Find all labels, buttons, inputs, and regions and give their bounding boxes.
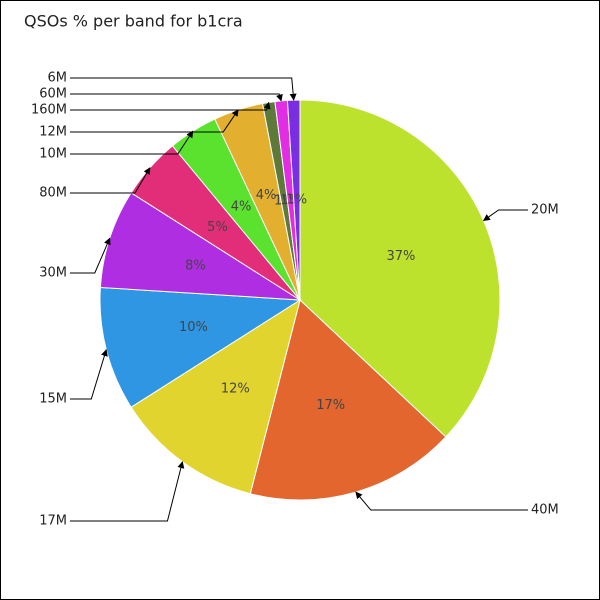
- leader-line: [70, 130, 194, 155]
- slice-percent: 10%: [179, 320, 208, 335]
- slice-percent: 12%: [221, 381, 250, 396]
- slice-label: 17M: [39, 514, 67, 529]
- slice-label: 30M: [39, 266, 67, 281]
- slice-percent: 4%: [231, 200, 252, 215]
- slice-label: 6M: [48, 71, 68, 86]
- slice-percent: 8%: [185, 259, 206, 274]
- leader-line: [70, 93, 283, 102]
- slice-percent: 5%: [207, 220, 228, 235]
- slice-percent: 1%: [287, 193, 308, 208]
- leader-line: [70, 237, 111, 274]
- slice-label: 160M: [31, 103, 67, 118]
- slice-percent: 37%: [386, 249, 415, 264]
- slice-label: 40M: [531, 503, 559, 518]
- chart-title: QSOs % per band for b1cra: [24, 12, 243, 31]
- leader-line: [70, 77, 297, 101]
- slice-label: 12M: [39, 125, 67, 140]
- slice-percent: 4%: [256, 188, 277, 203]
- slice-label: 10M: [39, 147, 67, 162]
- leader-line: [70, 349, 108, 400]
- leader-line: [70, 167, 151, 194]
- leader-line: [70, 109, 239, 133]
- leader-line: [355, 491, 528, 511]
- slice-label: 15M: [39, 392, 67, 407]
- leader-line: [482, 209, 528, 221]
- slice-percent: 17%: [316, 398, 345, 413]
- slice-label: 80M: [39, 186, 67, 201]
- leader-line: [70, 461, 185, 522]
- slice-label: 20M: [531, 203, 559, 218]
- slice-label: 60M: [39, 87, 67, 102]
- leader-line: [70, 101, 271, 111]
